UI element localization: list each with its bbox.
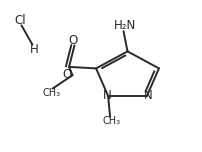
Text: CH₃: CH₃ xyxy=(102,116,120,126)
Text: H: H xyxy=(30,43,39,56)
Text: Cl: Cl xyxy=(15,14,26,27)
Text: H₂N: H₂N xyxy=(113,19,135,32)
Text: N: N xyxy=(143,89,152,102)
Text: O: O xyxy=(63,67,72,81)
Text: CH₃: CH₃ xyxy=(42,88,60,98)
Text: N: N xyxy=(102,89,111,102)
Text: O: O xyxy=(68,34,78,47)
